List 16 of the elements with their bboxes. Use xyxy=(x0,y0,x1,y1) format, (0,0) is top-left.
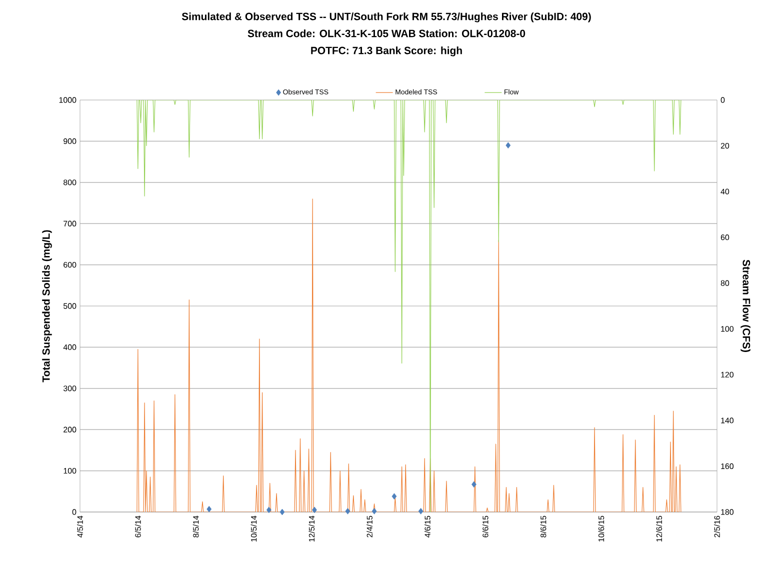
y2-axis-title: Stream Flow (CFS) xyxy=(740,260,750,352)
y-axis-title: Total Suspended Solids (mg/L) xyxy=(42,230,52,382)
text: POTFC: 71.3 Bank Score: high xyxy=(311,46,462,56)
point xyxy=(472,481,476,488)
point xyxy=(372,508,377,514)
point xyxy=(506,142,511,149)
point xyxy=(266,506,272,514)
chart-subtitle: Stream Code: OLK-31-K-105 WAB Station: OLK-01208-0 xyxy=(248,30,526,38)
point xyxy=(392,493,397,500)
point xyxy=(280,508,285,516)
point xyxy=(312,506,317,514)
chart-title: Simulated & Observed TSS -- UNT/South Fork RM 55.73/Hughes River (SubID: 409) xyxy=(182,12,591,22)
line-series xyxy=(136,100,682,512)
point xyxy=(345,508,350,514)
point xyxy=(418,508,424,514)
point xyxy=(206,506,212,512)
